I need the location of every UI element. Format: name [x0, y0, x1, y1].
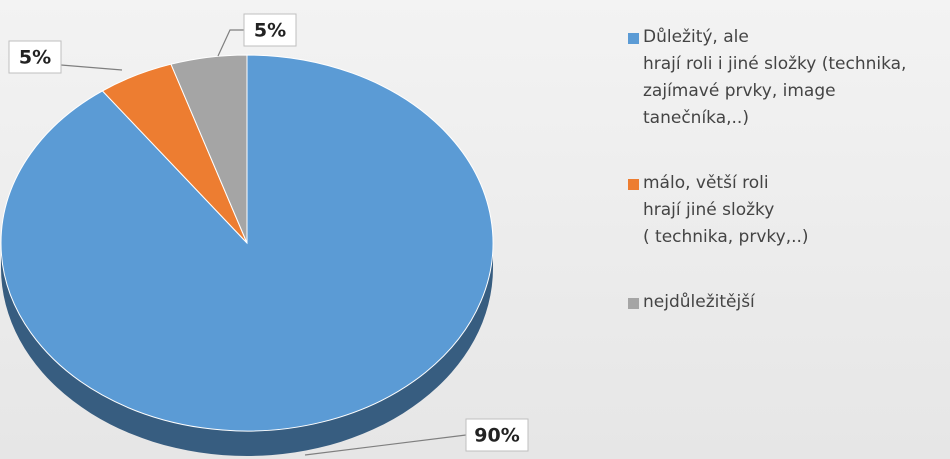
value-label: 5%: [19, 47, 51, 69]
legend-label: málo, větší roli hrají jiné složky ( tec…: [643, 173, 809, 247]
legend-label: Důležitý, ale hrají roli i jiné složky (…: [643, 27, 907, 128]
legend-swatch: [628, 179, 639, 190]
legend-item: nejdůležitější: [628, 289, 948, 316]
label-box: [8, 40, 62, 74]
legend: Důležitý, ale hrají roli i jiné složky (…: [628, 24, 948, 354]
leader-line: [60, 64, 123, 71]
label-box: [465, 418, 529, 452]
legend-swatch: [628, 33, 639, 44]
leader-line: [217, 29, 244, 57]
legend-label: nejdůležitější: [643, 292, 755, 312]
legend-item: Důležitý, ale hrají roli i jiné složky (…: [628, 24, 948, 132]
value-label: 5%: [254, 20, 286, 42]
pie-slice: [0, 54, 494, 432]
value-label: 90%: [474, 425, 519, 447]
pie-slice: [170, 54, 248, 244]
legend-item: málo, větší roli hrají jiné složky ( tec…: [628, 170, 948, 251]
legend-swatch: [628, 298, 639, 309]
label-box: [243, 13, 297, 47]
leader-line: [304, 434, 467, 456]
